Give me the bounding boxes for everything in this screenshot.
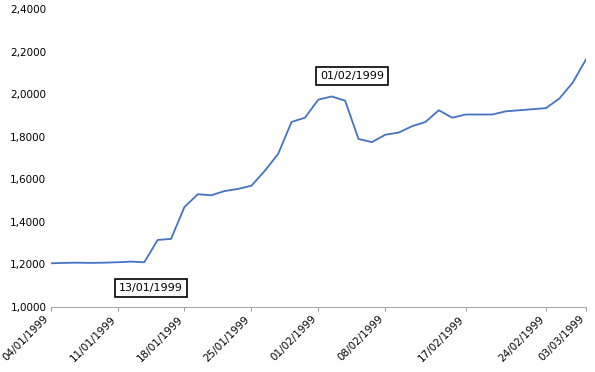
Text: 01/02/1999: 01/02/1999 bbox=[320, 71, 384, 81]
Text: 13/01/1999: 13/01/1999 bbox=[119, 283, 183, 293]
